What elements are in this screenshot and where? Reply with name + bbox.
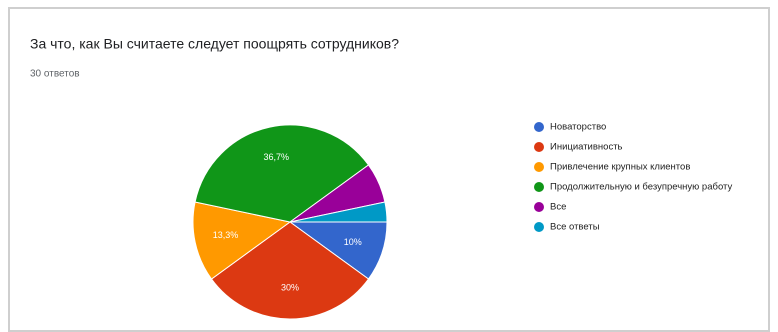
data-label: 36,7% xyxy=(263,152,289,162)
legend-label: Продолжительную и безупречную работу xyxy=(550,182,732,193)
legend-swatch xyxy=(534,142,544,152)
data-label: 13,3% xyxy=(213,230,239,240)
pie-slice xyxy=(192,201,292,280)
legend-label: Новаторство xyxy=(550,122,606,133)
chart-subtitle: 30 ответов xyxy=(30,69,80,80)
legend-label: Все ответы xyxy=(550,222,600,233)
legend-label: Все xyxy=(550,202,566,213)
chart-title: За что, как Вы считаете следует поощрять… xyxy=(30,36,399,52)
legend-swatch xyxy=(534,222,544,232)
legend-swatch xyxy=(534,182,544,192)
pie-slice xyxy=(194,124,370,223)
data-label: 30% xyxy=(281,282,299,292)
pie-slice xyxy=(210,221,370,320)
data-label: 10% xyxy=(344,237,362,247)
card xyxy=(8,7,770,332)
legend-swatch xyxy=(534,202,544,212)
legend-swatch xyxy=(534,162,544,172)
legend-label: Инициативность xyxy=(550,142,623,153)
legend-label: Привлечение крупных клиентов xyxy=(550,162,690,173)
legend-swatch xyxy=(534,122,544,132)
pie-slice xyxy=(289,201,388,223)
